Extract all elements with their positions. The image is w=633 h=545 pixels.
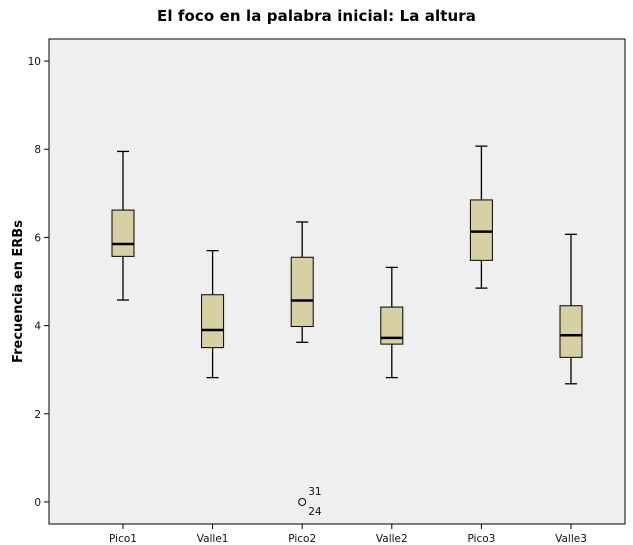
x-tick-label: Valle2 bbox=[376, 533, 408, 545]
box-valle1 bbox=[201, 249, 225, 379]
y-tick-label: 10 bbox=[28, 56, 41, 68]
chart-title: El foco en la palabra inicial: La altura bbox=[156, 7, 477, 25]
plot-area bbox=[48, 38, 626, 525]
box-valle2 bbox=[380, 266, 404, 379]
box-iqr bbox=[380, 306, 404, 345]
box-valle3 bbox=[559, 233, 583, 385]
y-tick-label: 2 bbox=[34, 409, 41, 421]
outlier-label: 24 bbox=[308, 506, 322, 518]
y-axis-label: Frecuencia en ERBs bbox=[11, 220, 26, 363]
boxes-group: 31 24 bbox=[111, 145, 583, 518]
outlier-label: 31 bbox=[308, 486, 321, 498]
x-tick-label: Pico3 bbox=[467, 533, 495, 545]
box-iqr bbox=[559, 305, 583, 358]
box-iqr bbox=[201, 294, 225, 349]
box-iqr bbox=[469, 199, 493, 261]
box-iqr bbox=[290, 256, 314, 327]
y-tick-label: 8 bbox=[34, 144, 41, 156]
x-tick-label: Pico2 bbox=[288, 533, 316, 545]
y-axis: 0 2 4 6 8 10 bbox=[28, 56, 49, 509]
box-pico3 bbox=[469, 145, 493, 289]
x-axis: Pico1 Valle1 Pico2 Valle2 Pico3 Valle3 bbox=[109, 524, 587, 545]
outlier-point bbox=[298, 497, 307, 506]
x-tick-label: Valle1 bbox=[197, 533, 229, 545]
y-tick-label: 4 bbox=[34, 321, 41, 333]
box-iqr bbox=[111, 209, 135, 257]
x-tick-label: Valle3 bbox=[555, 533, 587, 545]
x-tick-label: Pico1 bbox=[109, 533, 137, 545]
box-pico2: 31 24 bbox=[290, 221, 322, 518]
y-tick-label: 6 bbox=[34, 232, 41, 244]
y-tick-label: 0 bbox=[34, 497, 41, 509]
box-pico1 bbox=[111, 150, 135, 301]
